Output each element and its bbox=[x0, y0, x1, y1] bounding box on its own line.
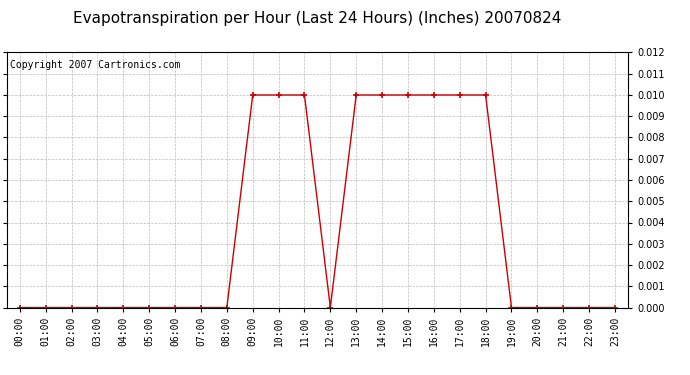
Text: Evapotranspiration per Hour (Last 24 Hours) (Inches) 20070824: Evapotranspiration per Hour (Last 24 Hou… bbox=[73, 11, 562, 26]
Text: Copyright 2007 Cartronics.com: Copyright 2007 Cartronics.com bbox=[10, 60, 180, 70]
